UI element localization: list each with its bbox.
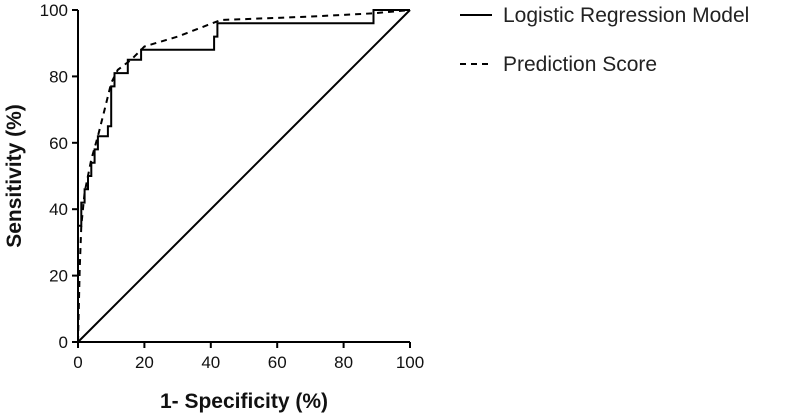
series-line-prediction-score: [77, 9, 411, 343]
y-tick-label: 60: [49, 134, 68, 153]
y-tick-label: 100: [40, 1, 68, 20]
y-tick-label: 20: [49, 267, 68, 286]
reference-diagonal-line: [77, 9, 411, 343]
series-line-logistic-regression-model: [77, 9, 410, 342]
axes-layer: [77, 10, 410, 343]
legend-label-logistic-regression-model: Logistic Regression Model: [503, 4, 749, 27]
x-tick-label: 60: [268, 353, 287, 372]
x-tick-label: 20: [135, 353, 154, 372]
x-tick-label: 100: [396, 353, 424, 372]
y-axis-title: Sensitivity (%): [3, 104, 26, 248]
y-ticks: 0 20 40 60 80 100: [40, 1, 78, 352]
series-layer: [77, 9, 411, 343]
x-tick-label: 0: [73, 353, 82, 372]
y-tick-label: 40: [49, 200, 68, 219]
legend-label-prediction-score: Prediction Score: [503, 53, 657, 76]
x-tick-label: 40: [201, 353, 220, 372]
legend: Logistic Regression Model Prediction Sco…: [460, 4, 749, 76]
y-tick-label: 0: [59, 333, 68, 352]
x-axis-title: 1- Specificity (%): [160, 390, 328, 413]
x-ticks: 0 20 40 60 80 100: [73, 342, 424, 372]
x-tick-label: 80: [334, 353, 353, 372]
y-tick-label: 80: [49, 67, 68, 86]
